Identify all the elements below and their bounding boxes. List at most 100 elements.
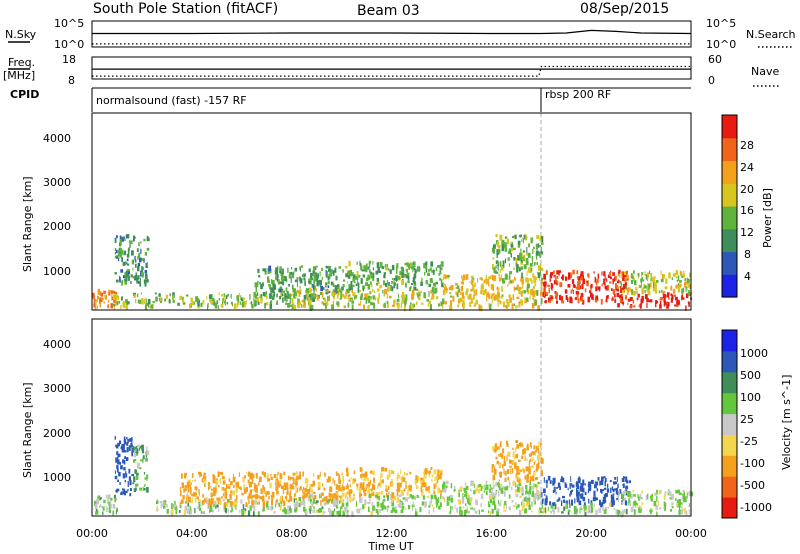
power-heatmap-cell-4-56 [279,287,283,293]
power-heatmap-cell-9-12 [582,274,584,280]
velocity-heatmap-cell-4-13 [191,479,194,482]
power-heatmap-cell-3-3 [200,302,203,308]
power-heatmap-cell-8-30 [514,234,517,240]
velocity-heatmap-cell-5-141 [323,511,326,514]
velocity-ylabel: Slant Range [km] [21,382,34,478]
power-heatmap-cell-7-112 [449,305,452,310]
velocity-heatmap-cell-4-11 [259,496,263,500]
power-heatmap-cell-6-51 [435,281,438,285]
power-heatmap-cell-7-170 [442,289,444,296]
power-heatmap-cell-6-177 [438,273,440,276]
power-heatmap-cell-7-165 [539,291,543,296]
power-heatmap-cell-1-23 [141,298,144,301]
power-heatmap-cell-4-0 [279,268,282,274]
power-heatmap-cell-10-61 [681,294,683,298]
power-heatmap-cell-4-131 [258,275,261,278]
power-colorbar-swatches [722,115,737,298]
velocity-heatmap-cell-7-105 [461,498,465,504]
velocity-heatmap-cell-4-80 [317,485,321,491]
velocity-heatmap-cell-8-84 [520,441,522,448]
power-heatmap-cell-0-13 [111,291,113,297]
power-heatmap-cell-6-87 [385,283,388,288]
velocity-heatmap-cell-10-49 [587,505,591,510]
power-heatmap-cell-8-138 [502,239,505,244]
velocity-heatmap-cell-10-54 [615,509,619,515]
power-heatmap-cell-2-67 [117,250,120,256]
power-heatmap-cell-11-17 [678,275,680,282]
noise-tick-bottom-left: 10^0 [54,38,84,51]
velocity-heatmap-cell-4-147 [330,493,333,498]
nave-line [92,65,691,77]
power-heatmap-cell-5-165 [386,293,389,299]
power-heatmap-cell-9-3 [621,271,625,274]
power-heatmap-cell-3-100 [222,297,224,301]
power-heatmap-cell-4-130 [276,274,279,279]
power-heatmap-cell-10-38 [663,297,666,303]
velocity-heatmap-cell-3-62 [257,511,260,517]
velocity-heatmap-cell-7-32 [484,487,487,491]
velocity-heatmap-cell-6-68 [428,486,430,491]
velocity-heatmap-cell-7-194 [491,492,495,498]
power-heatmap-cell-3-48 [237,300,240,303]
velocity-heatmap-cell-8-95 [538,450,542,457]
power-heatmap-cell-3-77 [265,302,269,306]
velocity-heatmap-cell-4-194 [235,487,238,493]
power-heatmap-cell-7-117 [482,289,486,296]
power-heatmap-cell-9-18 [567,276,571,280]
velocity-heatmap-cell-7-178 [531,490,534,495]
power-heatmap-cell-0-31 [100,292,104,297]
velocity-heatmap-cell-6-30 [363,478,366,481]
velocity-heatmap-cell-8-106 [519,469,523,472]
velocity-heatmap-cell-5-45 [430,497,432,504]
velocity-heatmap-cell-7-203 [459,506,462,512]
power-heatmap-cell-7-209 [537,305,540,311]
power-heatmap-cell-6-167 [431,280,433,283]
power-heatmap-cell-6-138 [388,268,390,271]
velocity-heatmap-cell-7-176 [537,495,539,499]
velocity-heatmap-cell-9-148 [565,500,567,504]
velocity-heatmap-cell-4-171 [305,478,309,483]
velocity-heatmap-cell-10-35 [593,503,595,507]
power-heatmap-cell-5-113 [291,304,294,310]
velocity-heatmap-cell-8-36 [526,473,530,479]
velocity-heatmap-cell-5-54 [440,493,442,499]
power-heatmap-cell-11-64 [638,285,641,289]
power-heatmap-cell-9-96 [570,272,572,277]
velocity-heatmap-cell-1-53 [121,448,125,453]
velocity-heatmap-cell-11-87 [621,492,622,496]
power-heatmap-cell-8-136 [520,253,523,256]
velocity-heatmap-cell-4-304 [275,478,279,481]
velocity-cb-tick-100: 100 [740,391,761,404]
power-heatmap-cell-3-103 [191,300,195,306]
power-heatmap-cell-5-36 [418,296,421,301]
velocity-heatmap-cell-0-16 [106,506,108,513]
velocity-heatmap-cell-4-129 [309,485,311,491]
power-heatmap-cell-7-85 [490,295,493,299]
power-heatmap-cell-5-61 [377,298,380,304]
power-heatmap-cell-11-50 [633,290,636,296]
velocity-heatmap-cell-8-91 [521,467,524,471]
power-heatmap-cell-11-107 [681,275,684,278]
velocity-heatmap-cell-6-136 [364,477,367,481]
velocity-heatmap-cell-4-24 [187,492,189,496]
velocity-heatmap-cell-7-60 [504,490,506,497]
velocity-heatmap-cell-4-114 [268,495,270,500]
velocity-heatmap-cell-5-146 [333,503,336,506]
velocity-heatmap-cell-0-8 [109,506,111,511]
velocity-heatmap-cell-5-80 [293,498,295,503]
power-heatmap-cell-8-108 [496,250,499,256]
power-heatmap-cell-5-46 [410,305,413,311]
power-heatmap-cell-8-111 [500,266,504,271]
power-heatmap-cell-4-28 [330,268,333,274]
velocity-heatmap-cell-6-53 [353,493,355,497]
velocity-heatmap-cell-3-89 [249,505,252,511]
velocity-heatmap-cell-3-108 [278,502,281,507]
velocity-heatmap-cell-5-87 [336,506,339,509]
velocity-heatmap-cell-5-25 [402,497,406,500]
power-heatmap-cell-7-100 [444,283,446,288]
velocity-heatmap-cell-4-223 [199,473,201,478]
velocity-heatmap-cell-7-18 [526,491,529,495]
velocity-heatmap-cell-3-117 [240,499,243,504]
velocity-heatmap-cell-2-26 [146,476,148,481]
power-heatmap-cell-5-77 [332,300,335,305]
